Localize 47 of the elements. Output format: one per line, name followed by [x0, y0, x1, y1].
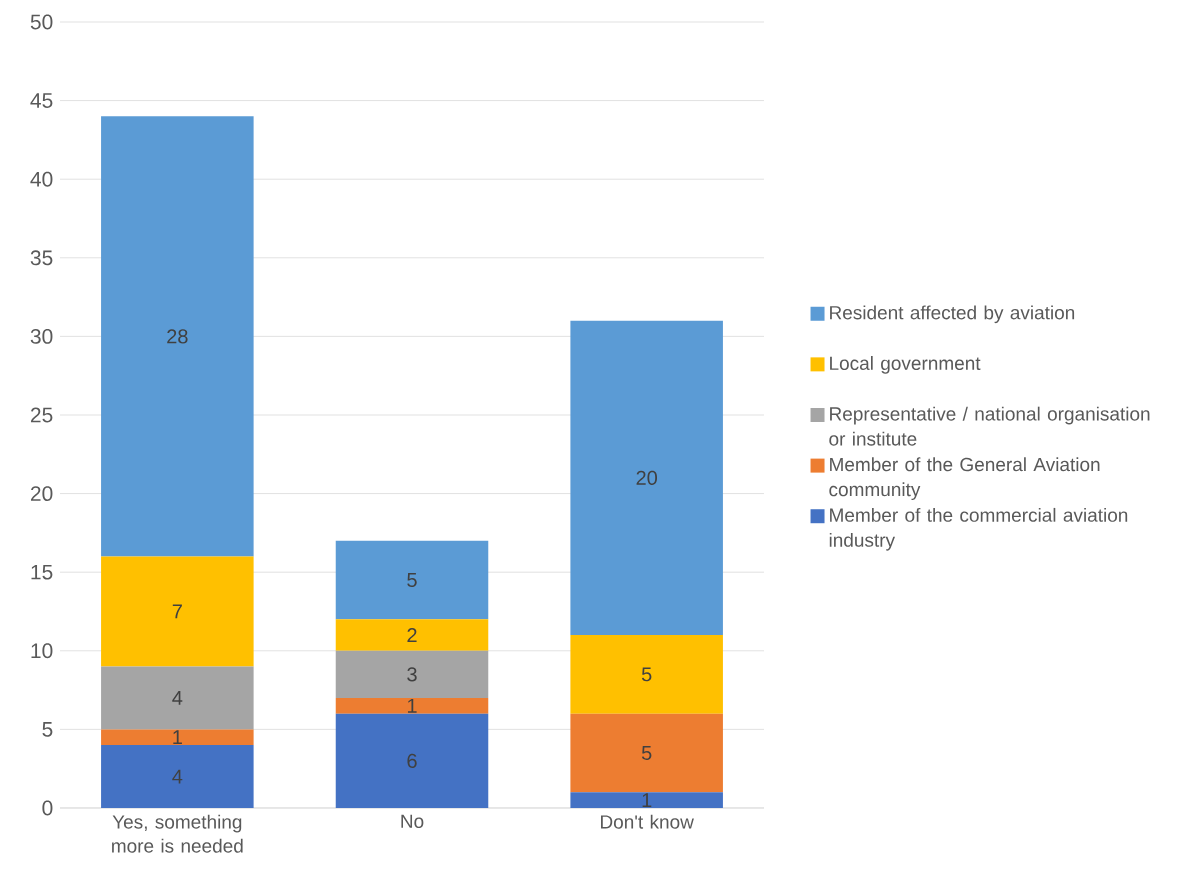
bar [335, 650, 489, 698]
legend-label: Resident affected by aviation [830, 305, 1075, 324]
data-label: 5 [641, 667, 652, 682]
bar [570, 320, 723, 636]
y-tick-label: 25 [30, 407, 53, 423]
data-label: 7 [172, 604, 182, 619]
bar [570, 792, 723, 808]
data-label: 4 [172, 691, 183, 705]
data-label: 3 [407, 667, 417, 682]
bar [570, 635, 723, 714]
bar [335, 540, 489, 620]
y-tick-label: 5 [42, 722, 53, 737]
y-tick-label: 0 [42, 800, 53, 816]
y-tick-label: 45 [30, 93, 53, 108]
bar [101, 729, 254, 746]
data-label: 1 [407, 698, 417, 713]
y-tick-label: 15 [31, 564, 53, 580]
data-label: 2 [407, 628, 417, 643]
x-tick-label: Don't know [601, 814, 694, 829]
y-tick-label: 30 [30, 328, 53, 344]
legend-label: Representative / national organisation or institute [829, 406, 1150, 446]
bar [101, 666, 254, 730]
x-tick-label: Yes, something more is needed [112, 814, 243, 853]
bar [101, 556, 254, 667]
y-tick-label: 10 [31, 643, 53, 659]
y-tick-label: 40 [30, 171, 53, 187]
data-label: 5 [407, 573, 417, 588]
data-label: 1 [642, 793, 652, 807]
bar [335, 697, 489, 714]
bar [335, 713, 489, 808]
y-tick-label: 35 [30, 250, 53, 266]
bar [335, 619, 489, 651]
x-tick-label: No [401, 814, 424, 828]
data-label: 1 [173, 730, 182, 745]
bar [570, 713, 723, 793]
bar [101, 745, 254, 808]
data-label: 28 [167, 329, 188, 344]
legend-label: Local government [830, 356, 981, 374]
y-tick-label: 50 [30, 14, 53, 30]
data-label: 20 [636, 470, 658, 485]
y-tick-label: 20 [30, 486, 53, 502]
data-label: 5 [641, 745, 652, 760]
data-label: 6 [407, 753, 417, 768]
legend-label: Member of the commercial aviation industry [829, 507, 1128, 551]
data-label: 4 [172, 769, 183, 784]
bar [101, 116, 254, 557]
legend-label: Member of the General Aviation community [829, 457, 1100, 501]
